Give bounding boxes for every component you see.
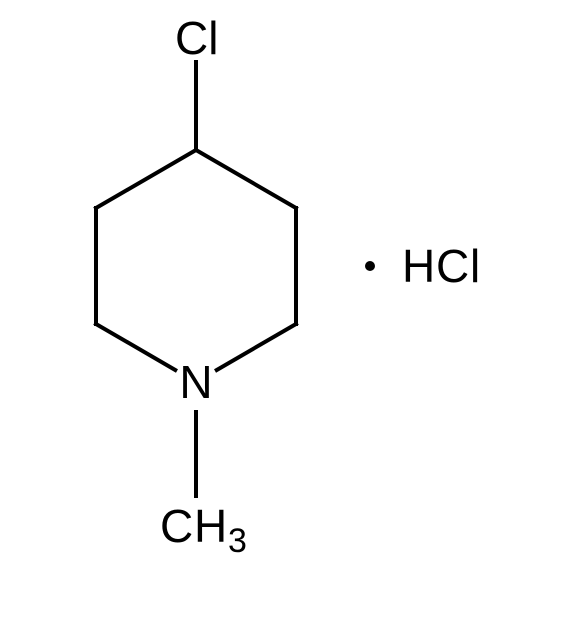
salt-dot [365,261,375,271]
n-label: N [179,356,212,408]
hcl-l: l [470,240,480,292]
ch3-3: 3 [228,522,247,560]
bond-upper-left-to-top [96,150,196,208]
bond-top-to-upper-right [196,150,296,208]
bond-lower-right-to-bottom [217,324,296,370]
hcl-c: C [436,240,469,292]
hcl-h: H [402,240,435,292]
molecule-canvas: ClNCH3HCl [0,0,572,640]
ch3-h: H [194,500,227,552]
ch3-c: C [160,500,193,552]
cl-label: Cl [175,12,218,64]
bond-bottom-to-lower-left [96,324,175,370]
